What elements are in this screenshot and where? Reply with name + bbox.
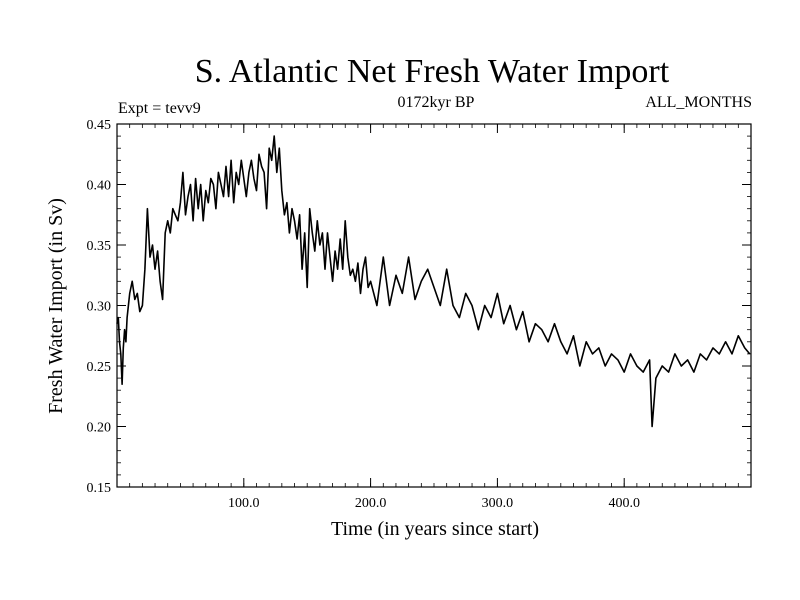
y-tick-label: 0.35 xyxy=(87,239,112,254)
chart-title: S. Atlantic Net Fresh Water Import xyxy=(195,53,670,90)
period-label: 0172kyr BP xyxy=(398,94,475,111)
x-tick-label: 100.0 xyxy=(228,496,260,511)
x-axis-label: Time (in years since start) xyxy=(331,518,539,540)
x-tick-label: 200.0 xyxy=(355,496,387,511)
x-tick-label: 300.0 xyxy=(482,496,514,511)
y-tick-label: 0.25 xyxy=(87,360,112,375)
months-label: ALL_MONTHS xyxy=(645,94,752,111)
y-tick-label: 0.15 xyxy=(87,481,112,496)
y-tick-label: 0.30 xyxy=(87,300,112,315)
y-tick-label: 0.45 xyxy=(87,118,112,133)
series-line xyxy=(116,135,751,428)
y-tick-label: 0.20 xyxy=(87,421,112,436)
series-layer xyxy=(116,135,751,428)
y-tick-label: 0.40 xyxy=(87,179,112,194)
y-axis-label: Fresh Water Import (in Sv) xyxy=(45,198,67,414)
experiment-label: Expt = tevv9 xyxy=(118,100,201,117)
x-axis: 100.0 200.0 300.0 400.0 xyxy=(129,124,739,511)
x-tick-label: 400.0 xyxy=(608,496,640,511)
y-axis: 0.15 0.20 0.25 0.30 0.35 0.40 0.45 xyxy=(87,118,751,496)
